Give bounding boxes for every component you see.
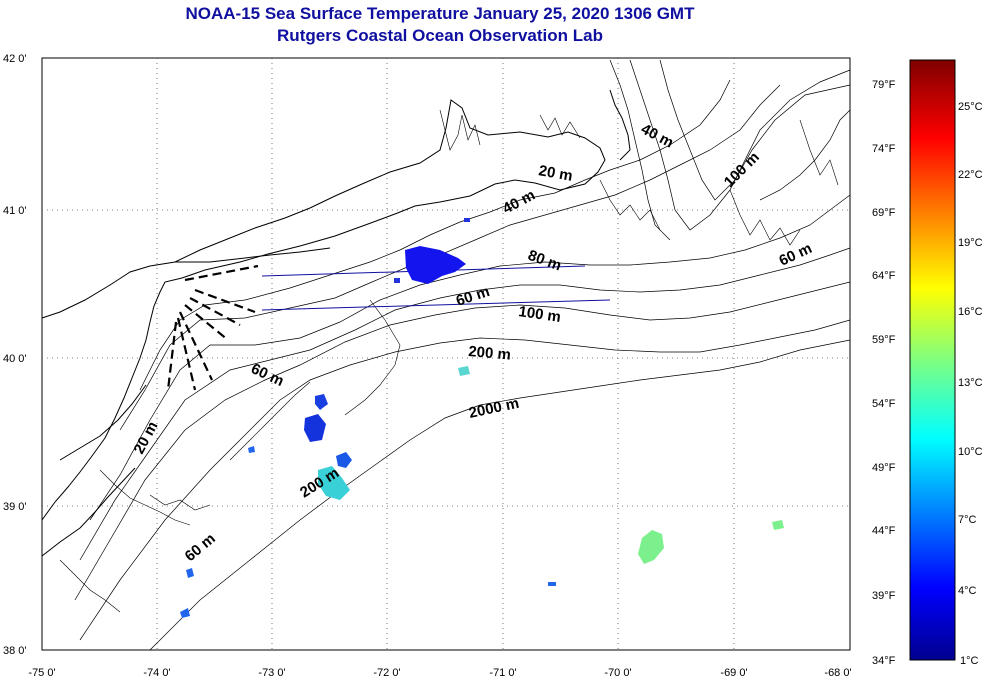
- sst-patch-small-7: [394, 278, 400, 283]
- contour-40m: [119, 84, 781, 431]
- colorbar-celsius: 25°C 22°C 19°C 16°C 13°C 10°C 7°C 4°C 1°…: [958, 101, 983, 667]
- lon-tick-label: -72 0': [373, 667, 400, 679]
- colorbar-f-label: 34°F: [872, 655, 896, 667]
- colorbar-fahrenheit: 79°F 74°F 69°F 64°F 59°F 54°F 49°F 44°F …: [872, 79, 896, 667]
- sst-patch-small-8: [248, 446, 255, 453]
- lon-tick-label: -71 0': [489, 667, 516, 679]
- colorbar-f-label: 69°F: [872, 207, 896, 219]
- colorbar-c-label: 10°C: [958, 446, 983, 458]
- contour-80m: [79, 247, 851, 561]
- lat-tick-label: 41 0': [3, 205, 27, 217]
- contour-60m: [89, 194, 851, 521]
- colorbar-c-label: 25°C: [958, 101, 983, 113]
- lat-tick-label: 38 0': [3, 645, 27, 657]
- depth-label: 20 m: [537, 162, 574, 185]
- colorbar-f-label: 79°F: [872, 79, 896, 91]
- sst-patch-small-4: [186, 568, 194, 578]
- lat-tick-label: 39 0': [3, 501, 27, 513]
- sst-patches: [180, 218, 784, 618]
- contour-canyon-c: [609, 59, 671, 241]
- colorbar-f-label: 44°F: [872, 525, 896, 537]
- colorbar-c-label: 4°C: [958, 585, 977, 597]
- map-title: NOAA-15 Sea Surface Temperature January …: [185, 4, 695, 23]
- lon-tick-label: -74 0': [143, 667, 170, 679]
- colorbar-c-label: 7°C: [958, 514, 977, 526]
- contour-canyon-a: [629, 59, 851, 231]
- dashed-transects: [166, 264, 259, 391]
- colorbar-f-label: 49°F: [872, 462, 896, 474]
- lon-tick-label: -69 0': [720, 667, 747, 679]
- lon-axis: -75 0' -74 0' -73 0' -72 0' -71 0' -70 0…: [28, 667, 851, 679]
- sst-patch-small-2: [772, 520, 784, 530]
- colorbar-f-label: 74°F: [872, 143, 896, 155]
- sst-patch-cold-shelf: [405, 246, 466, 284]
- lat-tick-label: 40 0': [3, 353, 27, 365]
- colorbar-f-label: 54°F: [872, 398, 896, 410]
- sst-patch-small-3: [180, 608, 190, 618]
- colorbar-c-label: 22°C: [958, 169, 983, 181]
- sst-patch-slope-b: [315, 394, 328, 410]
- map-frame: [41, 57, 851, 651]
- depth-label: 200 m: [468, 343, 512, 364]
- colorbar-f-label: 59°F: [872, 334, 896, 346]
- colorbar-c-label: 13°C: [958, 377, 983, 389]
- colorbar-c-label: 19°C: [958, 237, 983, 249]
- colorbar-f-label: 39°F: [872, 590, 896, 602]
- sst-patch-small-1: [458, 366, 470, 376]
- lon-tick-label: -73 0': [258, 667, 285, 679]
- lon-tick-label: -70 0': [604, 667, 631, 679]
- shoals: [59, 109, 839, 613]
- sst-patch-warm: [638, 530, 664, 564]
- map-subtitle: Rutgers Coastal Ocean Observation Lab: [277, 26, 603, 45]
- colorbar-c-label: 16°C: [958, 306, 983, 318]
- contour-200m: [79, 319, 851, 641]
- sst-patch-small-6: [464, 218, 470, 222]
- contour-canyon-b: [659, 59, 851, 201]
- sst-patch-small-5: [548, 582, 556, 586]
- contour-gulf: [759, 109, 851, 201]
- bathymetry-contours: [74, 59, 851, 651]
- lat-tick-label: 42 0': [3, 53, 27, 65]
- lon-tick-label: -68 0': [824, 667, 851, 679]
- colorbar-f-label: 64°F: [872, 270, 896, 282]
- lat-axis: 42 0' 41 0' 40 0' 39 0' 38 0': [3, 53, 27, 657]
- coastline: [41, 89, 631, 557]
- lon-tick-label: -75 0': [28, 667, 55, 679]
- colorbar: [909, 59, 956, 661]
- colorbar-c-label: 1°C: [960, 655, 979, 667]
- contour-100m: [74, 281, 851, 601]
- sst-patch-slope-c: [318, 466, 350, 500]
- sst-patch-slope-d: [336, 452, 352, 468]
- sst-patch-slope-a: [304, 414, 326, 442]
- contour-2000m: [149, 339, 851, 651]
- depth-label: 100 m: [517, 303, 561, 326]
